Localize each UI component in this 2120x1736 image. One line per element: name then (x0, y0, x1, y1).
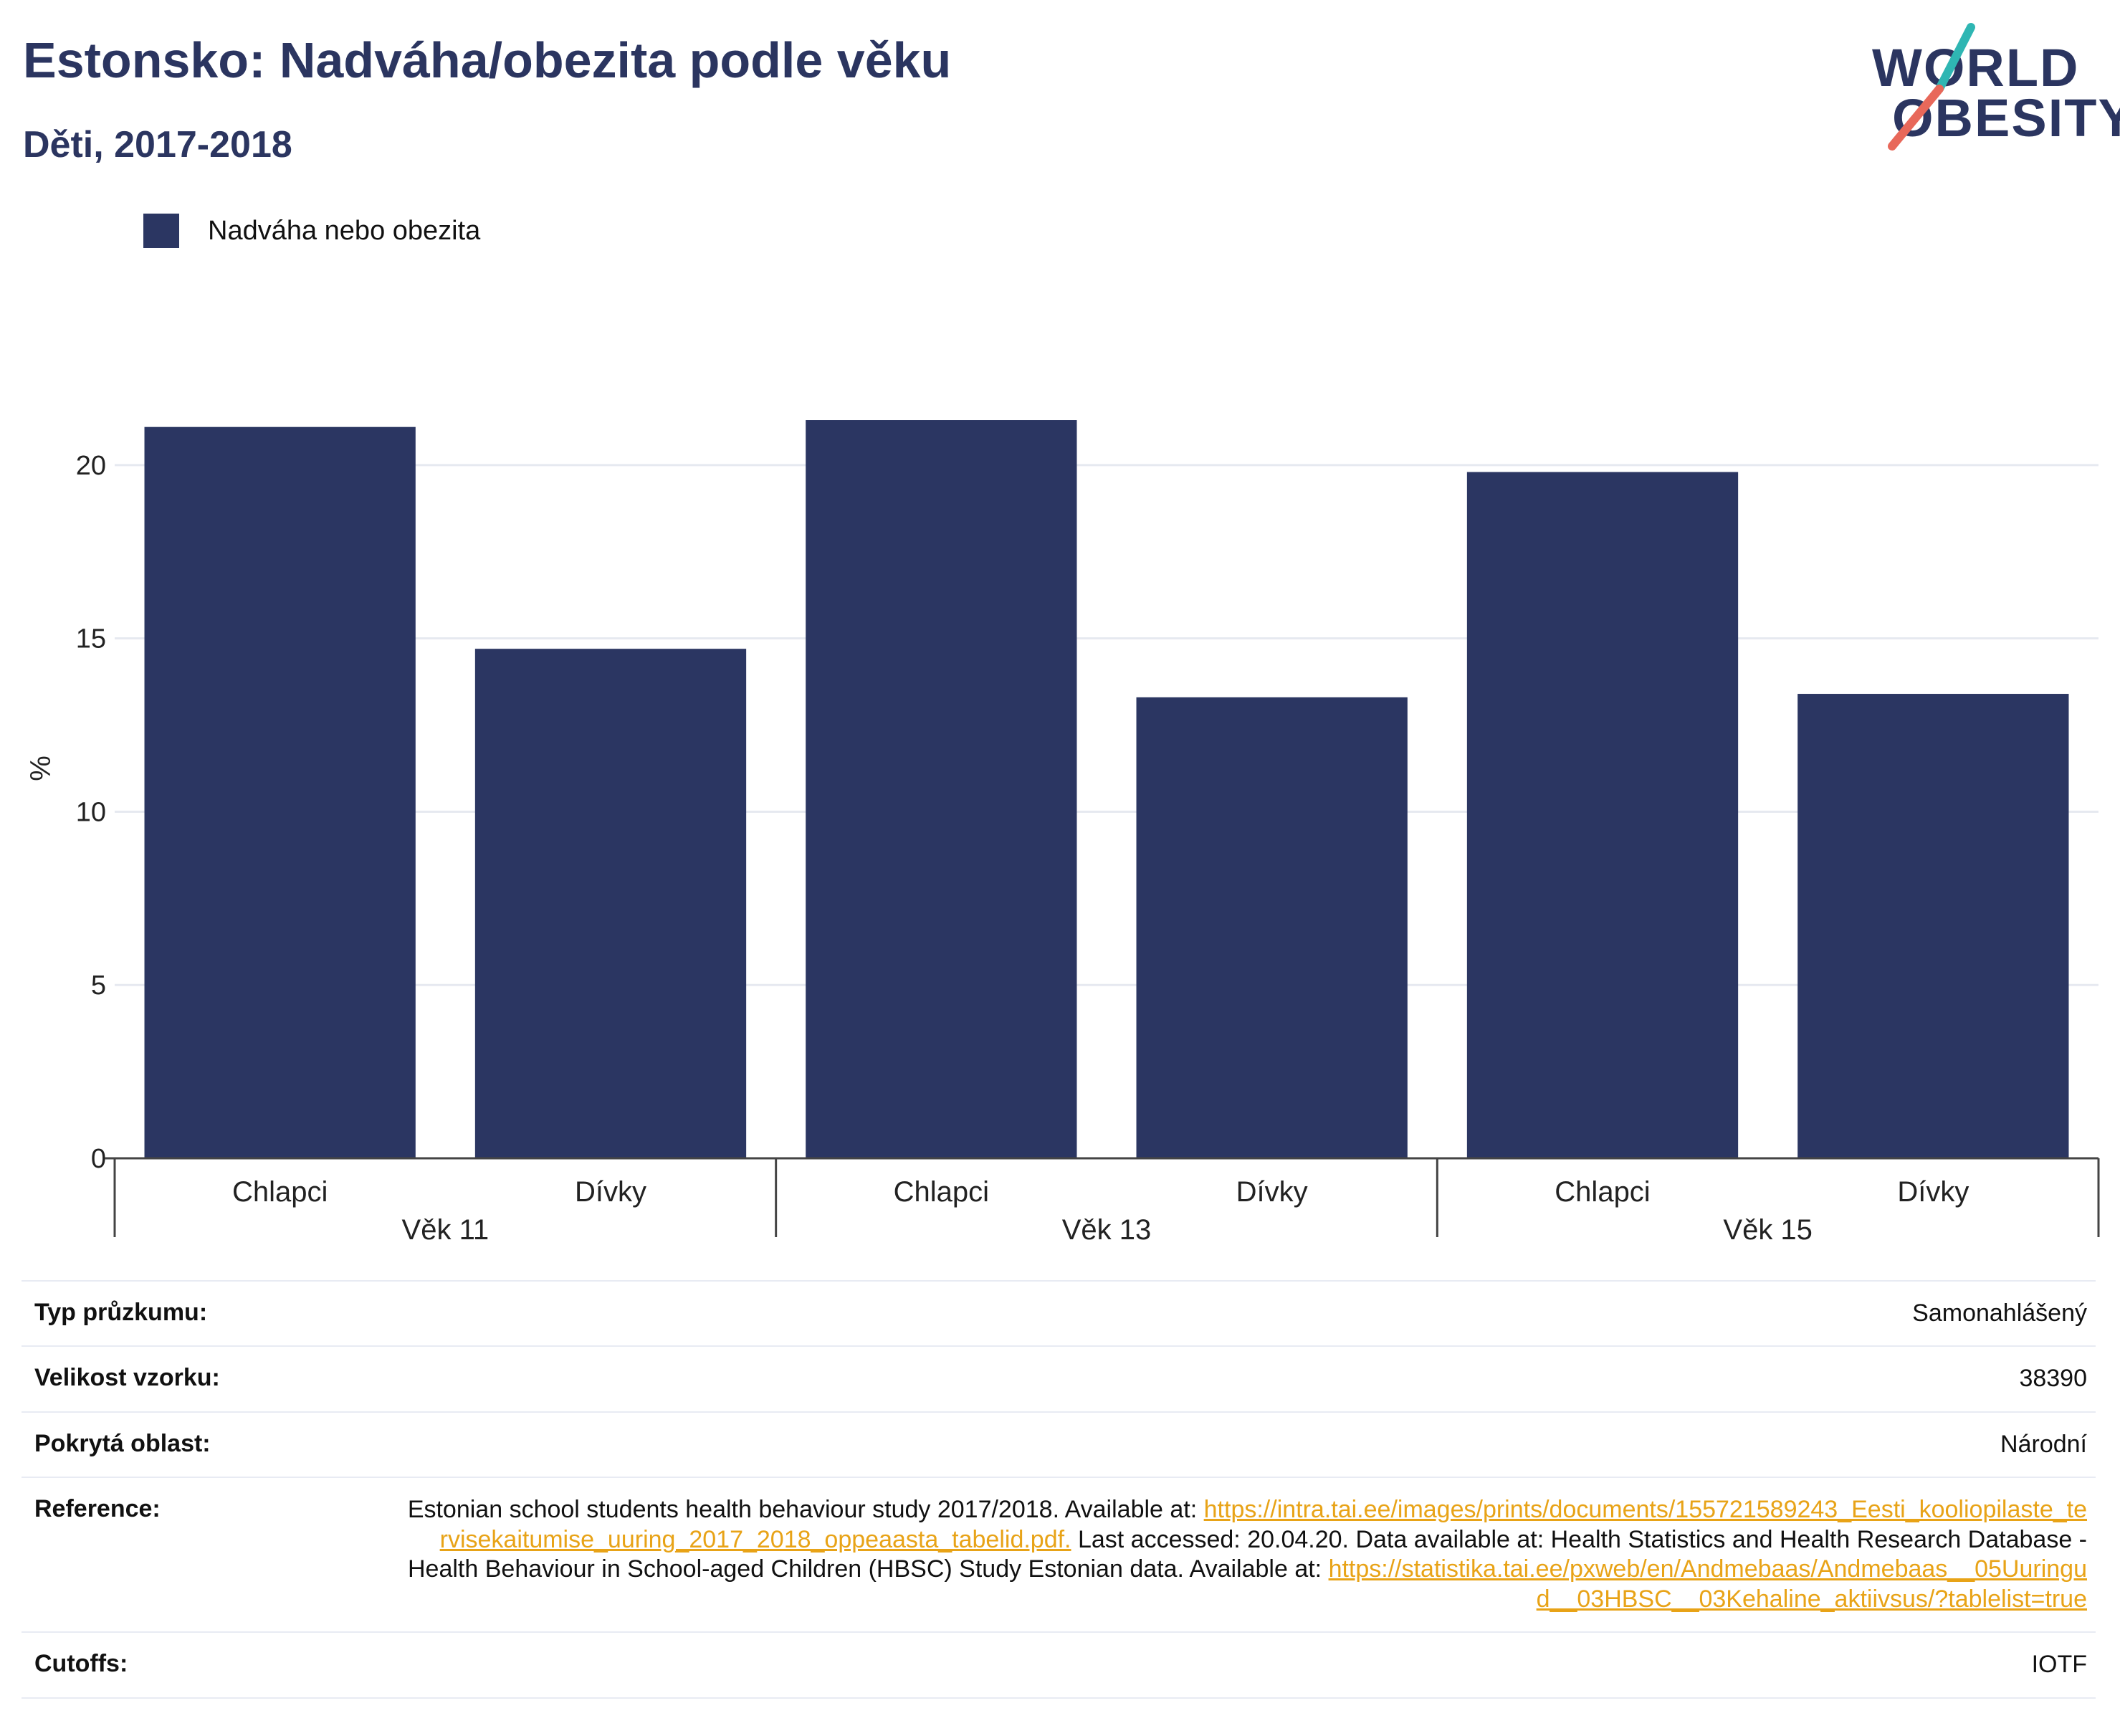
cutoffs-label: Cutoffs: (34, 1650, 128, 1678)
sample-size-value: 38390 (2019, 1365, 2087, 1393)
x-tick-label: Dívky (1236, 1176, 1308, 1208)
x-group-label: Věk 13 (1062, 1214, 1152, 1246)
y-tick-label: 20 (76, 451, 106, 481)
y-tick-label: 15 (76, 624, 106, 654)
y-tick-label: 10 (76, 797, 106, 827)
info-row-cutoffs: Cutoffs: IOTF (22, 1631, 2096, 1699)
x-tick-label: Dívky (575, 1176, 646, 1208)
x-tick-label: Dívky (1897, 1176, 1969, 1208)
reference-link-1[interactable]: https://intra.tai.ee/images/prints/docum… (439, 1496, 2087, 1553)
x-tick-label: Chlapci (894, 1176, 989, 1208)
info-row-reference: Reference: Estonian school students heal… (22, 1477, 2096, 1631)
survey-type-label: Typ průzkumu: (34, 1299, 208, 1326)
reference-label: Reference: (34, 1495, 161, 1523)
area-label: Pokrytá oblast: (34, 1429, 211, 1457)
bar (1797, 694, 2069, 1158)
y-tick-label: 0 (91, 1144, 106, 1174)
legend-swatch (143, 214, 179, 248)
x-group-label: Věk 15 (1723, 1214, 1813, 1246)
y-tick-label: 5 (91, 970, 106, 1001)
logo-line-world: WORLD (1872, 38, 2080, 97)
y-axis-label: % (25, 755, 57, 781)
bar-chart: 0 5 10 15 20% Chlapci Dívky Chlapci Dívky Chlapci… (25, 420, 2100, 1246)
chart-legend: Nadváha nebo obezita (143, 214, 480, 248)
bar (1466, 472, 1739, 1158)
reference-value: Estonian school students health behaviou… (403, 1495, 2096, 1614)
legend-label: Nadváha nebo obezita (208, 215, 481, 246)
x-tick-label: Chlapci (1555, 1176, 1650, 1208)
logo-slash-icon (1888, 23, 1975, 151)
bar (144, 426, 416, 1158)
page-title: Estonsko: Nadváha/obezita podle věku (23, 32, 952, 88)
bar (474, 649, 747, 1158)
survey-info-table: Typ průzkumu: Samonahlášený Velikost vzo… (22, 1280, 2096, 1699)
cutoffs-value: IOTF (2031, 1651, 2087, 1679)
area-value: Národní (2000, 1430, 2087, 1458)
reference-text-2: Last accessed: 20.04.20. Data available … (408, 1525, 2087, 1583)
x-tick-label: Chlapci (232, 1176, 328, 1208)
info-row-sample-size: Velikost vzorku: 38390 (22, 1345, 2096, 1411)
page-subtitle: Děti, 2017-2018 (23, 124, 292, 166)
sample-size-label: Velikost vzorku: (34, 1364, 220, 1392)
world-obesity-logo: WORLD OBESITY (1863, 20, 2120, 156)
bar (1136, 697, 1408, 1158)
reference-link-2[interactable]: https://statistika.tai.ee/pxweb/en/Andme… (1328, 1555, 2087, 1613)
bar (806, 420, 1077, 1159)
info-row-area: Pokrytá oblast: Národní (22, 1411, 2096, 1477)
survey-type-value: Samonahlášený (1912, 1299, 2087, 1327)
reference-text-1: Estonian school students health behaviou… (407, 1496, 1204, 1524)
info-row-survey-type: Typ průzkumu: Samonahlášený (22, 1280, 2096, 1345)
x-group-label: Věk 11 (402, 1214, 490, 1246)
